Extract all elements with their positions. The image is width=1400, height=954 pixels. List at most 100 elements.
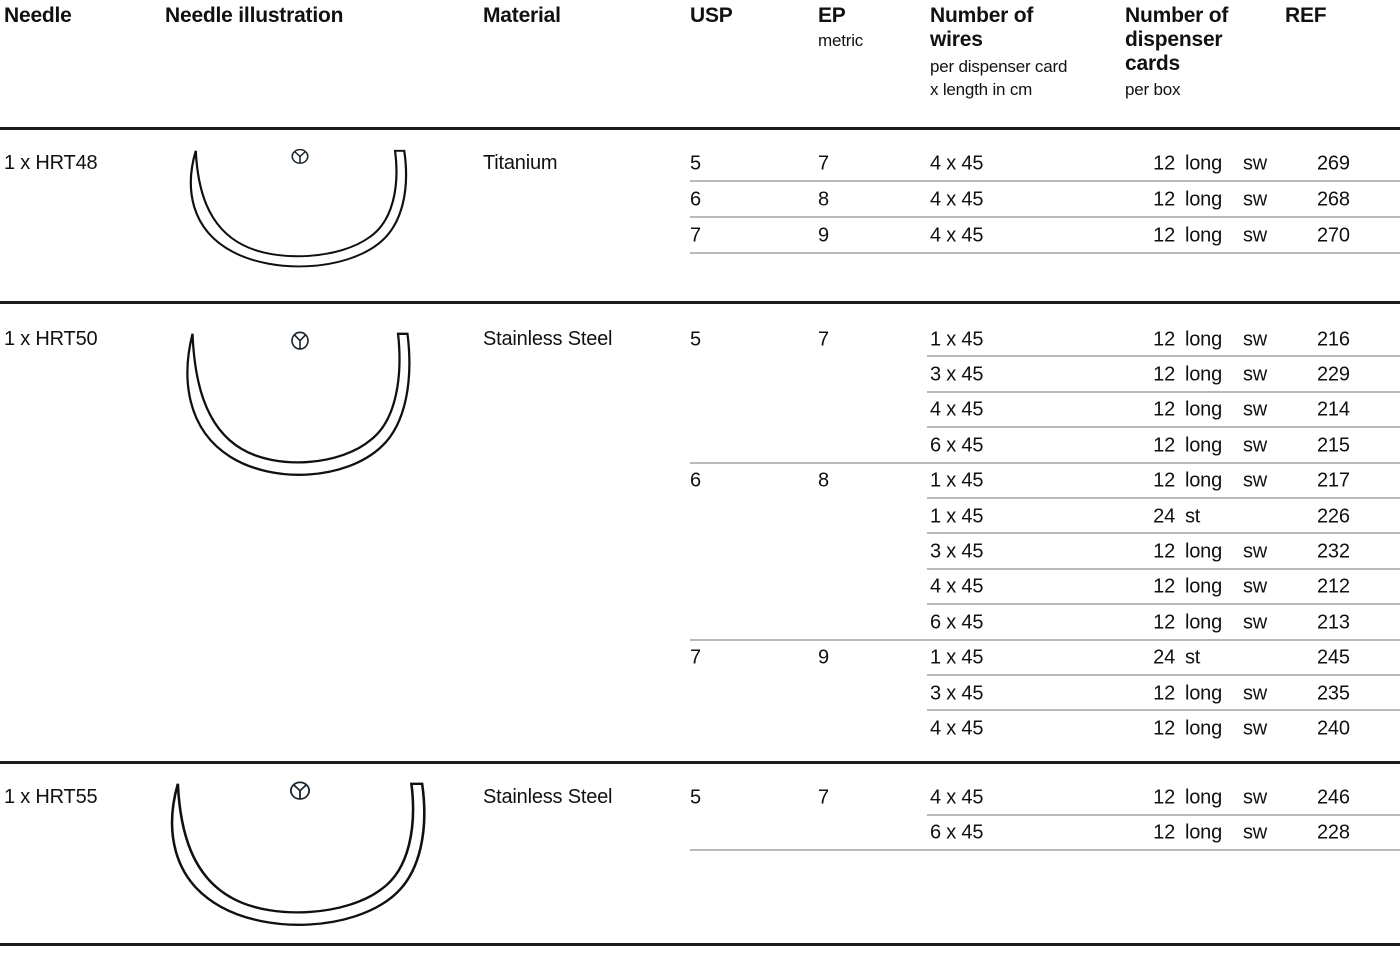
dispenser-cards-type: long — [1185, 786, 1223, 809]
dispenser-cards-count: 12 — [1153, 398, 1175, 421]
dispenser-cards-type: long — [1185, 469, 1223, 492]
col-header-illustration: Needle illustration — [165, 4, 344, 27]
usp-value: 6 — [690, 469, 701, 492]
ref-number: 270 — [1317, 224, 1350, 247]
table-row: 5 7 1 x 45 12 long sw 216 — [690, 322, 1400, 358]
material-value: Titanium — [483, 152, 558, 174]
wires-per-card-value: 4 x 45 — [930, 786, 984, 809]
usp-value: 5 — [690, 786, 701, 809]
row-divider — [927, 426, 1400, 429]
dispenser-cards-attach: sw — [1243, 152, 1268, 175]
wires-per-card-value: 6 x 45 — [930, 821, 984, 844]
row-divider — [927, 390, 1400, 393]
needle-curve — [189, 149, 408, 268]
row-divider — [927, 496, 1400, 499]
needle-illustration — [170, 781, 426, 926]
wires-per-card-value: 4 x 45 — [930, 575, 984, 598]
wires-per-card-value: 6 x 45 — [930, 434, 984, 457]
table-row: 5 7 4 x 45 12 long sw 246 — [690, 780, 1400, 816]
wires-per-card-value: 4 x 45 — [930, 398, 984, 421]
row-divider — [927, 673, 1400, 676]
dispenser-cards-type: long — [1185, 540, 1223, 563]
ref-number: 215 — [1317, 434, 1350, 457]
dispenser-cards-attach: sw — [1243, 224, 1268, 247]
col-subheader-ep-metric: metric — [818, 31, 864, 50]
round-bodied-needle-circle-symbol-icon — [291, 148, 309, 164]
ref-number: 235 — [1317, 682, 1350, 705]
wires-per-card-value: 4 x 45 — [930, 152, 984, 175]
table-row: 4 x 45 12 long sw 212 — [690, 570, 1400, 606]
ref-number: 245 — [1317, 646, 1350, 669]
dispenser-cards-attach: sw — [1243, 821, 1268, 844]
row-divider — [690, 461, 1400, 464]
dispenser-cards-type: long — [1185, 363, 1223, 386]
row-divider — [927, 709, 1400, 712]
usp-value: 5 — [690, 152, 701, 175]
dispenser-cards-count: 12 — [1153, 786, 1175, 809]
material-value: Stainless Steel — [483, 785, 613, 808]
ep-metric-value: 7 — [818, 786, 829, 809]
table-row: 5 7 4 x 45 12 long sw 269 — [690, 146, 1400, 182]
ref-number: 269 — [1317, 152, 1350, 175]
dispenser-cards-count: 12 — [1153, 540, 1175, 563]
usp-value: 6 — [690, 188, 701, 211]
needle-code: 1 x HRT55 — [4, 785, 98, 808]
needle-section: 1 x HRT55 Stainless Steel 5 7 4 x 45 12 long s… — [0, 764, 1400, 943]
ref-number: 232 — [1317, 540, 1350, 563]
row-divider — [927, 567, 1400, 570]
dispenser-cards-type: long — [1185, 611, 1223, 634]
section-divider — [0, 761, 1400, 764]
dispenser-cards-attach: sw — [1243, 363, 1268, 386]
wires-per-card-value: 3 x 45 — [930, 682, 984, 705]
dispenser-cards-count: 12 — [1153, 575, 1175, 598]
ref-number: 216 — [1317, 328, 1350, 351]
spec-rows: 5 7 4 x 45 12 long sw 246 6 x 45 12 long sw 228 — [690, 764, 1400, 851]
ref-number: 246 — [1317, 786, 1350, 809]
table-row: 3 x 45 12 long sw 229 — [690, 357, 1400, 393]
ref-number: 213 — [1317, 611, 1350, 634]
dispenser-cards-count: 12 — [1153, 224, 1175, 247]
usp-value: 7 — [690, 646, 701, 669]
table-row: 6 x 45 12 long sw 213 — [690, 605, 1400, 641]
row-divider — [927, 355, 1400, 358]
wires-per-card-value: 4 x 45 — [930, 717, 984, 740]
needle-section: 1 x HRT50 Stainless Steel 5 7 1 x 45 12 long s… — [0, 304, 1400, 761]
dispenser-cards-count: 12 — [1153, 363, 1175, 386]
dispenser-cards-type: long — [1185, 575, 1223, 598]
col-header-material: Material — [483, 4, 561, 27]
round-bodied-needle-circle-symbol-icon — [289, 781, 311, 800]
col-header-ref: REF — [1285, 4, 1327, 27]
table-row: 4 x 45 12 long sw 214 — [690, 393, 1400, 429]
wires-per-card-value: 6 x 45 — [930, 611, 984, 634]
dispenser-cards-count: 12 — [1153, 682, 1175, 705]
col-subheader-wires: per dispenser card x length in cm — [930, 57, 1068, 99]
dispenser-cards-attach: sw — [1243, 611, 1268, 634]
dispenser-cards-attach: sw — [1243, 575, 1268, 598]
table-row: 6 8 4 x 45 12 long sw 268 — [690, 182, 1400, 218]
dispenser-cards-count: 12 — [1153, 328, 1175, 351]
dispenser-cards-attach: sw — [1243, 434, 1268, 457]
wires-per-card-value: 1 x 45 — [930, 646, 984, 669]
table-row: 7 9 4 x 45 12 long sw 270 — [690, 218, 1400, 254]
dispenser-cards-attach: sw — [1243, 398, 1268, 421]
ref-number: 240 — [1317, 717, 1350, 740]
needle-illustration — [189, 148, 408, 268]
wires-per-card-value: 1 x 45 — [930, 469, 984, 492]
ep-metric-value: 9 — [818, 646, 829, 669]
row-divider — [690, 638, 1400, 641]
dispenser-cards-type: long — [1185, 152, 1223, 175]
wires-per-card-value: 1 x 45 — [930, 328, 984, 351]
needle-illustration — [186, 331, 411, 476]
dispenser-cards-type: long — [1185, 821, 1223, 844]
table-row: 6 x 45 12 long sw 215 — [690, 428, 1400, 464]
needle-curve — [170, 782, 426, 926]
ref-number: 229 — [1317, 363, 1350, 386]
table-row: 3 x 45 12 long sw 232 — [690, 534, 1400, 570]
dispenser-cards-type: long — [1185, 682, 1223, 705]
ref-number: 228 — [1317, 821, 1350, 844]
dispenser-cards-count: 12 — [1153, 152, 1175, 175]
section-divider — [0, 301, 1400, 304]
usp-value: 7 — [690, 224, 701, 247]
needle-section: 1 x HRT48 Titanium 5 7 4 x 45 12 long sw 269 6 8 4… — [0, 130, 1400, 301]
